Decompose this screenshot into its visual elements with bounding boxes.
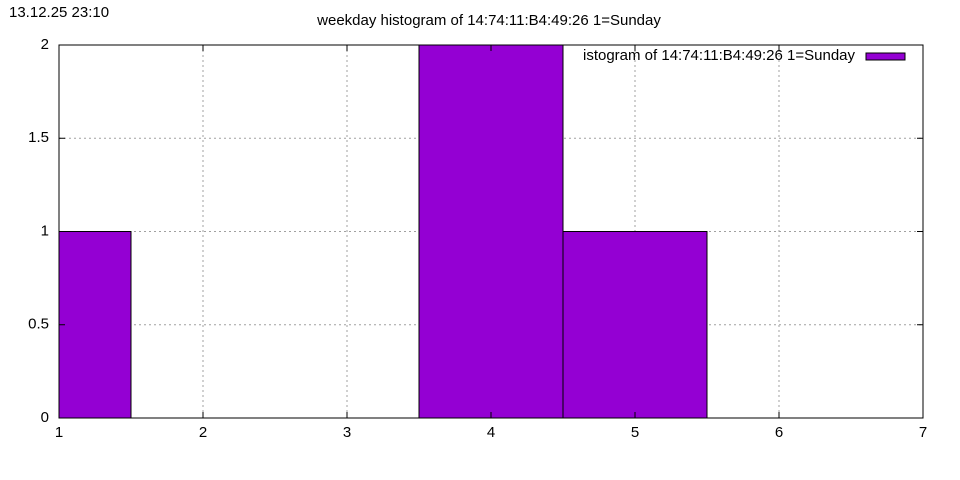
x-tick-label: 7 (919, 424, 927, 441)
bar (59, 231, 132, 418)
legend-swatch (865, 52, 906, 61)
y-tick-label: 0 (41, 409, 49, 426)
y-tick-label: 1.5 (28, 129, 49, 146)
bar (562, 231, 708, 418)
y-tick-label: 0.5 (28, 316, 49, 333)
legend-label: istogram of 14:74:11:B4:49:26 1=Sunday (583, 47, 855, 64)
chart-title: weekday histogram of 14:74:11:B4:49:26 1… (316, 12, 661, 29)
y-tick-label: 1 (41, 222, 49, 239)
y-tick-label: 2 (41, 36, 49, 53)
bar (418, 45, 564, 418)
bars (59, 45, 708, 418)
x-tick-label: 2 (199, 424, 207, 441)
x-tick-label: 6 (775, 424, 783, 441)
timestamp: 13.12.25 23:10 (9, 4, 109, 21)
x-tick-label: 3 (343, 424, 351, 441)
x-tick-label: 1 (55, 424, 63, 441)
x-tick-label: 5 (631, 424, 639, 441)
x-tick-label: 4 (487, 424, 495, 441)
